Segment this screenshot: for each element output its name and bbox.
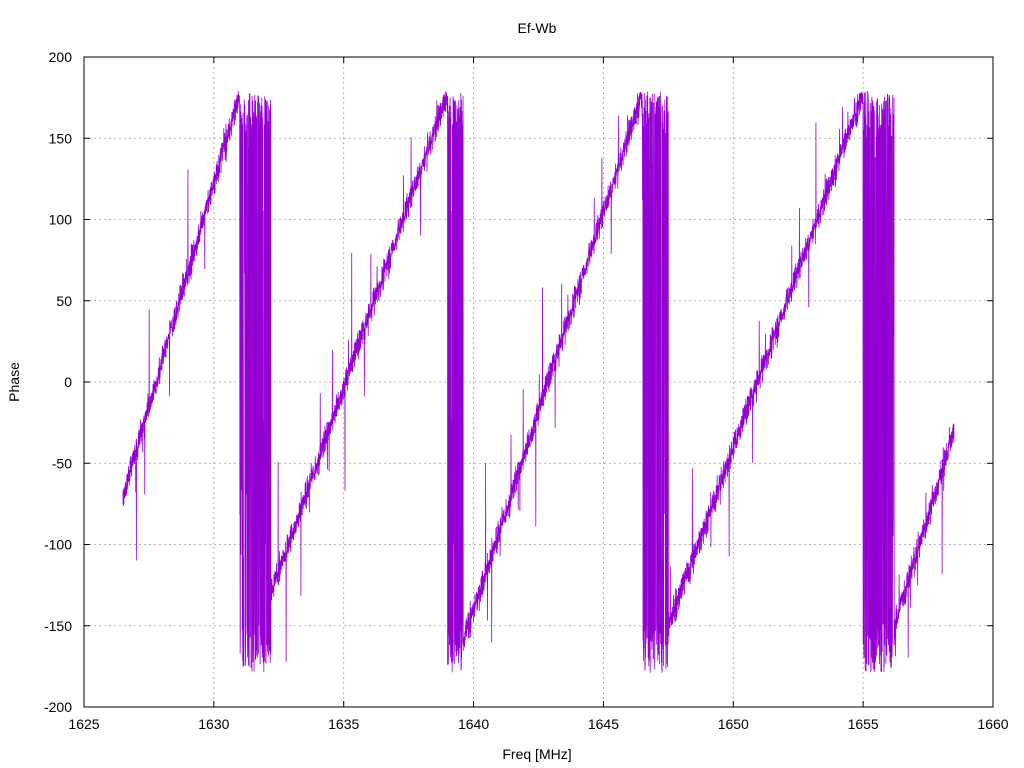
x-axis-label: Freq [MHz] <box>502 746 571 762</box>
y-axis-label: Phase <box>6 362 22 402</box>
chart-title: Ef-Wb <box>518 20 557 36</box>
x-tick-label: 1645 <box>588 716 619 732</box>
x-tick-label: 1640 <box>458 716 489 732</box>
x-tick-label: 1625 <box>68 716 99 732</box>
phase-series-line <box>122 91 955 673</box>
x-tick-label: 1655 <box>848 716 879 732</box>
y-tick-label: -150 <box>44 618 72 634</box>
x-tick-label: 1635 <box>328 716 359 732</box>
y-tick-label: -50 <box>52 455 72 471</box>
x-tick-label: 1650 <box>718 716 749 732</box>
data-series <box>122 91 955 673</box>
y-tick-label: 150 <box>49 130 73 146</box>
y-tick-label: 100 <box>49 212 73 228</box>
x-tick-label: 1630 <box>198 716 229 732</box>
y-tick-label: 50 <box>56 293 72 309</box>
y-tick-label: -100 <box>44 537 72 553</box>
y-tick-label: 200 <box>49 49 73 65</box>
x-tick-label: 1660 <box>977 716 1008 732</box>
y-tick-label: 0 <box>64 374 72 390</box>
axis-ticks: 1625 1630 1635 1640 1645 1650 1655 1660 -200 -150… <box>44 49 1009 732</box>
y-tick-label: -200 <box>44 699 72 715</box>
grid-lines <box>84 57 993 707</box>
